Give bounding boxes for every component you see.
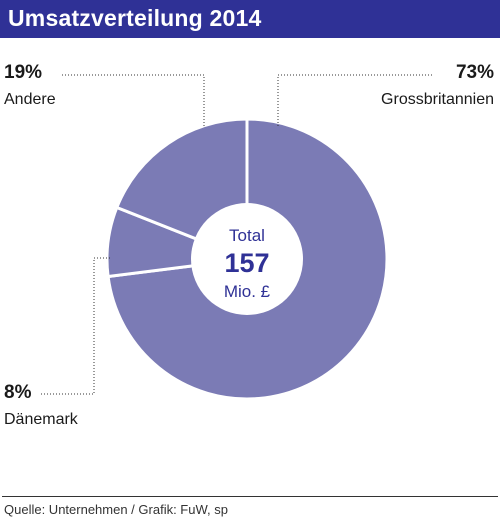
slice-name-grossbritannien: Grossbritannien: [381, 91, 494, 108]
slice-name-andere: Andere: [4, 91, 56, 108]
footer-rule: [2, 496, 498, 497]
center-total-label: Total: [229, 226, 265, 245]
chart-title: Umsatzverteilung 2014: [8, 5, 262, 31]
leader-line-grossbritannien: [277, 74, 432, 126]
center-total-value: 157: [224, 248, 269, 278]
leader-line-daenemark: [40, 257, 110, 395]
slice-pct-daenemark: 8%: [4, 382, 32, 403]
leader-line-andere: [62, 74, 205, 126]
slice-name-daenemark: Dänemark: [4, 411, 79, 428]
center-total-unit: Mio. £: [224, 282, 271, 301]
donut-hole: [191, 203, 303, 315]
slice-pct-andere: 19%: [4, 62, 42, 83]
slice-pct-grossbritannien: 73%: [456, 62, 494, 83]
chart-header: Umsatzverteilung 2014: [0, 0, 500, 38]
source-note: Quelle: Unternehmen / Grafik: FuW, sp: [4, 502, 228, 517]
